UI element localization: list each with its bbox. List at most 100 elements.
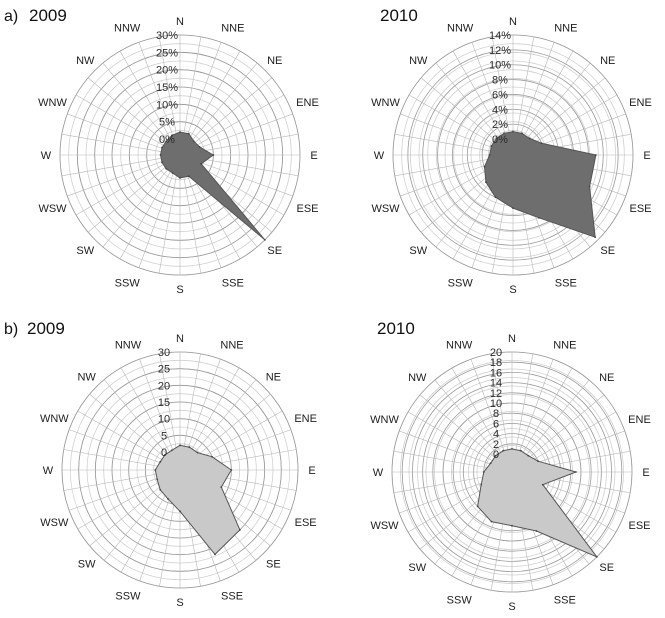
direction-label: WSW [38, 203, 67, 215]
grid-spoke [187, 168, 241, 260]
grid-spoke [87, 77, 168, 145]
grid-spoke [451, 367, 504, 457]
tick-label: 12% [489, 45, 511, 57]
data-point [164, 454, 166, 456]
direction-label: NW [409, 55, 428, 67]
grid-spoke [419, 394, 499, 461]
direction-label: SW [78, 558, 96, 570]
grid-spoke [194, 160, 293, 197]
grid-spoke [69, 475, 164, 511]
grid-spoke [185, 42, 222, 141]
grid-spoke [158, 36, 178, 140]
direction-label: W [373, 467, 384, 479]
data-point [537, 460, 539, 463]
data-point [521, 132, 523, 135]
grid-spoke [517, 359, 554, 456]
direction-label: NNW [446, 340, 473, 352]
direction-label: SW [408, 562, 426, 574]
tick-label: 0% [492, 134, 508, 146]
direction-label: ENE [296, 97, 319, 109]
chart-title: 2009 [29, 6, 67, 25]
tick-label: 15 [158, 397, 170, 409]
grid-spoke [471, 42, 508, 141]
data-point [179, 131, 181, 133]
grid-spoke [520, 50, 574, 142]
data-point [159, 488, 162, 491]
data-point [538, 216, 540, 219]
direction-label: NE [599, 372, 614, 384]
tick-label: 4% [492, 104, 508, 116]
direction-label: SW [409, 245, 427, 257]
data-point [159, 460, 162, 463]
direction-label: NNW [447, 23, 474, 35]
data-point [495, 137, 498, 140]
grid-spoke [182, 170, 202, 274]
tick-label: 20% [156, 65, 178, 77]
direction-label: WSW [370, 520, 399, 532]
tick-label: 16 [490, 367, 502, 379]
grid-spoke [187, 50, 241, 142]
grid-spoke [393, 450, 495, 470]
grid-spoke [527, 411, 617, 464]
data-point [211, 455, 213, 458]
grid-spoke [523, 62, 591, 143]
direction-label: NNW [115, 339, 142, 351]
data-point [488, 154, 491, 156]
tick-label: 14% [489, 30, 511, 42]
grid-spoke [520, 367, 573, 457]
grid-spoke [523, 379, 590, 459]
direction-label: SW [76, 245, 94, 257]
grid-spoke [191, 379, 257, 457]
grid-spoke [67, 160, 166, 197]
direction-label: N [508, 333, 516, 345]
data-point [187, 175, 190, 178]
grid-spoke [119, 50, 173, 142]
grid-spoke [393, 474, 495, 494]
grid-spoke [77, 478, 165, 530]
data-point [588, 185, 591, 188]
data-point [490, 520, 493, 523]
data-point [212, 154, 215, 156]
data-point [485, 181, 487, 183]
data-point [528, 137, 531, 140]
grid-spoke [408, 94, 500, 148]
chart-title: 2010 [380, 6, 418, 25]
data-point [170, 134, 173, 137]
grid-spoke [452, 50, 506, 142]
direction-label: SSW [115, 277, 141, 289]
tick-label: 18 [490, 357, 502, 369]
direction-label: ESE [296, 203, 318, 215]
data-point [154, 469, 157, 471]
grid-spoke [193, 94, 285, 148]
tick-label: 2 [493, 439, 499, 451]
tick-label: 10 [158, 414, 170, 426]
tick-label: 5% [159, 117, 175, 129]
direction-label: NNE [221, 23, 244, 35]
data-point [159, 154, 162, 156]
direction-label: E [642, 467, 649, 479]
direction-label: W [374, 150, 385, 162]
direction-label: NW [408, 372, 427, 384]
direction-label: NNW [114, 23, 141, 35]
direction-label: NW [77, 372, 96, 384]
data-point [540, 142, 543, 145]
tick-label: 10 [490, 398, 502, 410]
data-point [494, 454, 497, 457]
grid-spoke [394, 133, 498, 153]
data-point [156, 478, 159, 481]
tick-label: 8% [492, 75, 508, 87]
direction-label: SSW [448, 277, 474, 289]
grid-spoke [75, 162, 167, 216]
tick-label: 25 [158, 364, 170, 376]
data-point [196, 451, 199, 454]
grid-spoke [399, 477, 496, 514]
grid-spoke [194, 113, 293, 150]
grid-spoke [193, 393, 271, 459]
data-point [512, 207, 514, 210]
direction-label: W [41, 150, 52, 162]
grid-spoke [89, 481, 167, 547]
grid-spoke [514, 353, 534, 455]
grid-spoke [525, 77, 606, 145]
direction-label: ENE [294, 413, 317, 425]
grid-spoke [182, 353, 201, 453]
